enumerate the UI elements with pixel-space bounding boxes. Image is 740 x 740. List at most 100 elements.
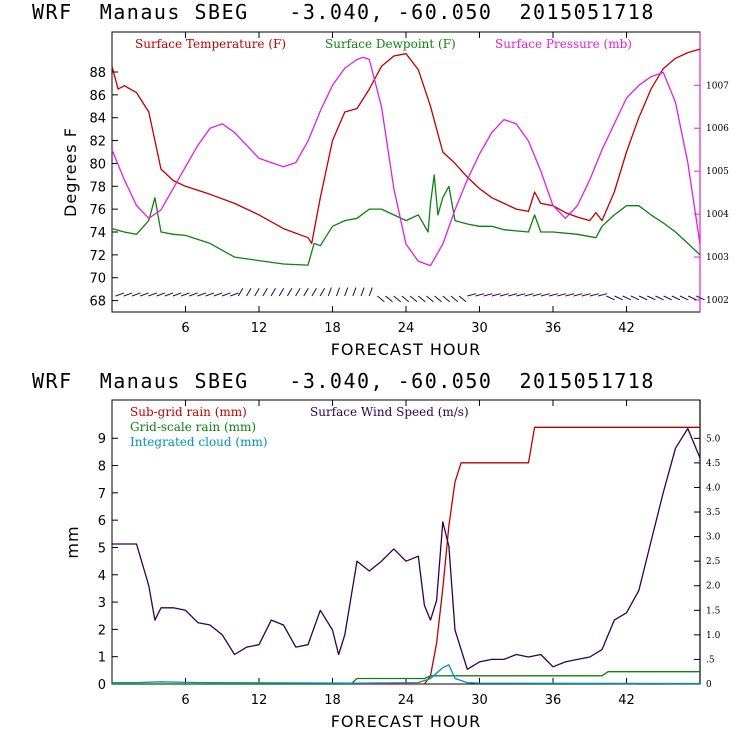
y-tick-label-1: 88: [89, 66, 106, 81]
wind-barb: [598, 293, 608, 297]
wind-barb: [491, 293, 501, 297]
wind-barb: [630, 295, 640, 301]
wind-barb: [254, 287, 260, 297]
x-tick-label-2: 6: [181, 693, 189, 708]
y-tick-label-1: 86: [89, 89, 106, 104]
wind-barb: [450, 295, 459, 303]
y-tick-label-2: 4: [98, 569, 106, 584]
wind-barb: [483, 293, 493, 297]
wind-barb: [180, 292, 190, 297]
y2-tick-label-2: 0: [706, 680, 712, 690]
wind-barb: [589, 293, 599, 297]
wind-barb: [679, 295, 689, 301]
wind-barb: [385, 295, 393, 303]
wind-barb: [327, 287, 332, 297]
wind-barb: [303, 287, 309, 297]
wind-barb: [393, 295, 401, 303]
wind-barb: [458, 295, 467, 303]
legend-surface-wind-speed-m-s: Surface Wind Speed (m/s): [310, 405, 469, 419]
wind-barb: [516, 293, 526, 297]
wind-barb: [148, 292, 158, 297]
x-tick-label-2: 12: [251, 693, 268, 708]
x-axis-label-1: FORECAST HOUR: [331, 340, 482, 359]
y-tick-label-2: 5: [98, 541, 106, 556]
wind-barb: [156, 292, 166, 297]
wind-barb: [237, 287, 244, 297]
y-tick-label-1: 82: [89, 135, 106, 150]
wind-barb: [246, 287, 252, 297]
y-tick-label-2: 0: [98, 678, 106, 693]
legend-surface-dewpoint-f: Surface Dewpoint (F): [325, 37, 456, 51]
y2-tick-label-2: 1.5: [706, 606, 721, 616]
wind-barb: [295, 287, 301, 297]
wind-barb: [524, 293, 534, 297]
wind-barb: [189, 292, 198, 297]
series-line-sub-grid-rain-mm: [112, 426, 700, 685]
x-tick-label-2: 42: [618, 693, 635, 708]
wind-barb: [360, 287, 365, 297]
wind-barb: [573, 293, 583, 297]
x-tick-label-2: 36: [545, 693, 562, 708]
x-tick-label-1: 42: [618, 321, 635, 336]
series-line-surface-pressure-mb: [111, 56, 701, 267]
x-tick-label-2: 18: [324, 693, 341, 708]
wind-barb: [614, 295, 623, 301]
y-tick-label-2: 9: [98, 432, 106, 447]
wind-barb: [475, 293, 485, 297]
wind-barb: [311, 287, 317, 297]
y2-tick-label-1: 1005: [706, 167, 729, 177]
wind-barb: [409, 295, 418, 303]
y-tick-label-1: 84: [89, 112, 106, 127]
y-tick-label-1: 80: [89, 157, 106, 172]
y-tick-label-2: 1: [98, 651, 106, 666]
wind-barb: [417, 295, 426, 303]
plot-frame-1: [111, 31, 701, 313]
wind-barb: [336, 287, 341, 297]
y2-tick-label-1: 1004: [706, 210, 729, 220]
wind-barb: [377, 295, 385, 303]
wind-barb: [655, 295, 664, 301]
wind-barb: [606, 295, 615, 301]
y-tick-label-1: 78: [89, 180, 106, 195]
y-axis-label-2: mm: [63, 525, 82, 558]
y-tick-label-2: 2: [98, 623, 106, 638]
wind-barb: [581, 293, 591, 297]
y2-tick-label-2: .5: [706, 655, 715, 665]
wind-barb: [565, 293, 575, 297]
wind-barb: [368, 287, 373, 297]
y-tick-label-1: 70: [89, 272, 106, 287]
series-line-integrated-cloud-mm: [112, 664, 701, 685]
wind-barb: [352, 287, 357, 297]
x-tick-label-1: 30: [471, 321, 488, 336]
y2-tick-label-2: 4.0: [706, 483, 721, 493]
wind-barb: [499, 293, 509, 297]
wind-barb: [221, 292, 231, 297]
wind-barb: [532, 293, 542, 297]
wind-barb: [622, 295, 632, 301]
y-tick-label-1: 74: [89, 226, 106, 241]
y2-tick-label-1: 1003: [706, 253, 729, 263]
x-tick-label-2: 30: [471, 693, 488, 708]
y2-tick-label-2: 3.5: [706, 508, 721, 518]
y-tick-label-1: 68: [89, 295, 106, 310]
wind-barb: [540, 293, 550, 297]
wind-barb: [557, 293, 567, 297]
y-tick-label-2: 8: [98, 460, 106, 475]
wind-barb: [442, 295, 451, 303]
y2-tick-label-2: 2.5: [706, 557, 721, 567]
wind-barb: [140, 292, 149, 297]
series-line-surface-dewpoint-f: [111, 174, 701, 266]
wind-barb: [344, 287, 349, 297]
wind-barb: [278, 287, 285, 297]
y-tick-label-2: 3: [98, 596, 106, 611]
x-tick-label-1: 12: [251, 321, 268, 336]
legend-integrated-cloud-mm: Integrated cloud (mm): [130, 435, 268, 449]
legend-sub-grid-rain-mm: Sub-grid rain (mm): [130, 405, 247, 419]
y2-tick-label-2: 3.0: [706, 533, 721, 543]
wind-barb: [638, 295, 648, 301]
series-line-surface-temperature-f: [111, 48, 701, 245]
wind-barb: [164, 292, 174, 297]
legend-grid-scale-rain-mm: Grid-scale rain (mm): [130, 420, 256, 434]
wind-barb: [508, 293, 518, 297]
